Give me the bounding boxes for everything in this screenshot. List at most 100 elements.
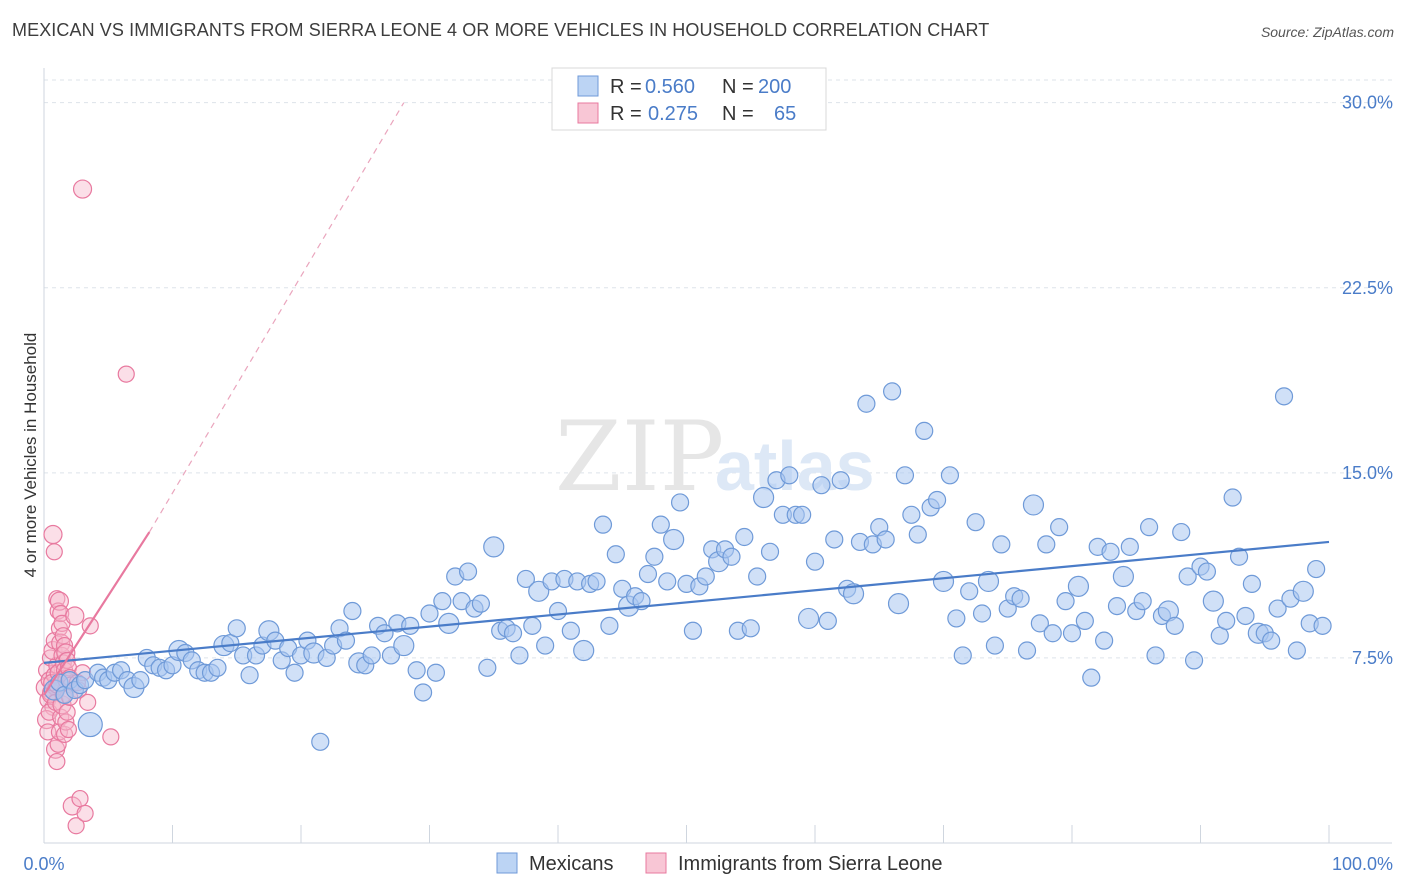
mexican-point bbox=[1011, 589, 1030, 608]
mexican-point bbox=[1197, 562, 1217, 581]
watermark-zip: ZIP bbox=[555, 401, 724, 513]
legend-n-value-1: 200 bbox=[758, 76, 791, 98]
mexican-point bbox=[1292, 580, 1314, 602]
legend-r-value-1: 0.560 bbox=[645, 76, 695, 98]
mexican-point bbox=[1043, 624, 1062, 643]
mexican-point bbox=[985, 636, 1005, 655]
mexican-point bbox=[1101, 542, 1120, 561]
y-tick-labels: 7.5% 15.0% 22.5% 30.0% bbox=[1342, 93, 1393, 668]
mexican-point bbox=[797, 607, 820, 630]
mexican-point bbox=[1017, 641, 1037, 660]
mexican-point bbox=[420, 604, 439, 623]
mexican-point bbox=[842, 583, 865, 605]
axes bbox=[43, 68, 1392, 844]
mexican-point bbox=[593, 515, 613, 534]
mexican-point bbox=[927, 490, 947, 510]
mexican-point bbox=[1037, 535, 1056, 554]
mexican-point bbox=[1067, 575, 1090, 597]
mexican-point bbox=[902, 505, 921, 524]
mexican-point bbox=[908, 525, 927, 544]
legend-sierra-leone-swatch bbox=[645, 852, 667, 874]
mexican-point bbox=[1107, 596, 1127, 616]
mexican-point bbox=[735, 527, 754, 547]
mexican-point bbox=[780, 466, 799, 485]
mexican-point bbox=[1223, 488, 1242, 507]
mexican-point bbox=[960, 582, 979, 601]
mexican-point bbox=[1062, 624, 1082, 643]
watermark-atlas: atlas bbox=[715, 427, 875, 505]
mexican-point bbox=[1082, 668, 1101, 687]
mexican-point bbox=[992, 535, 1011, 554]
y-tick-label-1: 15.0% bbox=[1342, 463, 1393, 483]
mexican-point bbox=[606, 545, 625, 564]
mexican-point bbox=[895, 466, 915, 485]
sierra-leone-trend-extension bbox=[148, 102, 405, 533]
sierra-leone-point bbox=[117, 365, 135, 383]
mexican-points bbox=[43, 382, 1332, 751]
mexican-point bbox=[645, 547, 664, 566]
mexican-point bbox=[1242, 574, 1262, 593]
mexican-point bbox=[1217, 611, 1236, 631]
mexican-point bbox=[812, 476, 831, 495]
sierra-leone-point bbox=[71, 789, 89, 808]
mexican-point bbox=[311, 732, 330, 751]
legend-r-label-1: R = bbox=[610, 76, 642, 98]
mexican-point bbox=[1095, 631, 1114, 650]
legend-n-value-2: 65 bbox=[774, 103, 796, 125]
mexican-point bbox=[940, 466, 960, 485]
mexican-point bbox=[285, 663, 304, 682]
mexican-point bbox=[887, 593, 910, 615]
stats-legend: R = 0.560 N = 200 R = 0.275 N = 65 bbox=[551, 67, 827, 131]
mexican-point bbox=[915, 421, 934, 440]
mexican-point bbox=[587, 572, 606, 591]
mexican-point bbox=[1184, 651, 1204, 670]
mexican-point bbox=[426, 663, 446, 682]
mexican-point bbox=[336, 631, 356, 650]
mexican-point bbox=[752, 486, 775, 509]
mexican-point bbox=[1236, 606, 1255, 626]
mexican-point bbox=[857, 394, 876, 413]
mexican-point bbox=[548, 601, 568, 621]
legend-r-value-2: 0.275 bbox=[648, 103, 698, 125]
mexican-point bbox=[876, 530, 895, 549]
mexican-point bbox=[343, 601, 362, 621]
mexican-point bbox=[1133, 592, 1152, 611]
y-tick-label-2: 22.5% bbox=[1342, 278, 1393, 298]
mexican-point bbox=[1139, 518, 1159, 537]
mexican-point bbox=[696, 567, 715, 586]
mexican-point bbox=[471, 594, 490, 613]
mexican-point bbox=[638, 564, 658, 584]
mexican-point bbox=[1229, 547, 1249, 566]
mexican-point bbox=[825, 530, 844, 549]
mexican-point bbox=[523, 616, 542, 635]
mexican-point bbox=[1307, 559, 1326, 579]
sierra-leone-point bbox=[65, 606, 85, 626]
x-tick-labels: 0.0% 100.0% bbox=[23, 854, 1393, 874]
mexican-point bbox=[1172, 522, 1191, 542]
mexican-point bbox=[1120, 537, 1139, 556]
mexican-point bbox=[1146, 646, 1165, 665]
sierra-leone-point bbox=[102, 728, 120, 746]
mexican-point bbox=[722, 547, 741, 566]
legend-sierra-leone-label: Immigrants from Sierra Leone bbox=[678, 853, 943, 875]
mexican-point bbox=[1202, 590, 1224, 612]
mexican-point bbox=[208, 658, 227, 677]
y-tick-label-0: 7.5% bbox=[1352, 648, 1393, 668]
series-legend: Mexicans Immigrants from Sierra Leone bbox=[496, 852, 943, 875]
mexican-point bbox=[651, 515, 670, 534]
mexican-point bbox=[516, 569, 535, 589]
mexican-point bbox=[953, 646, 972, 665]
mexican-point bbox=[510, 646, 529, 665]
mexican-point bbox=[670, 493, 690, 512]
mexican-point bbox=[536, 636, 555, 655]
mexican-point bbox=[1262, 631, 1281, 650]
mexican-point bbox=[458, 562, 478, 581]
mexican-point bbox=[663, 528, 685, 551]
trend-lines bbox=[43, 102, 1330, 696]
legend-mexicans-swatch bbox=[496, 852, 518, 874]
mexican-point bbox=[600, 616, 619, 635]
mexican-point bbox=[966, 513, 985, 532]
sierra-leone-point bbox=[76, 804, 94, 822]
sierra-leone-point bbox=[67, 817, 85, 835]
mexican-point bbox=[793, 505, 812, 524]
